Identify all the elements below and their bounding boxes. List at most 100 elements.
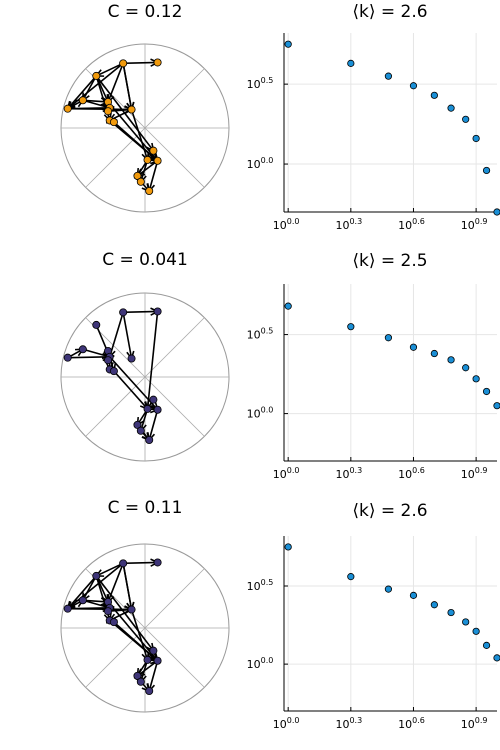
network-title-3: C = 0.11 xyxy=(108,498,183,518)
network-plot-3 xyxy=(60,543,230,713)
nodes xyxy=(63,558,162,696)
network-plot-1 xyxy=(60,43,230,213)
network-edge xyxy=(108,312,124,358)
data-point xyxy=(347,59,355,67)
data-point xyxy=(447,608,455,617)
network-node xyxy=(109,367,118,376)
network-node xyxy=(92,71,101,80)
sector-line xyxy=(144,568,205,629)
network-edge xyxy=(67,75,97,110)
data-point xyxy=(409,591,418,599)
x-tick-label: 100.9 xyxy=(461,716,488,731)
network-edge xyxy=(123,310,158,314)
network-node xyxy=(104,607,113,616)
network-panel-2: C = 0.041 xyxy=(60,250,230,462)
network-edge xyxy=(82,99,109,103)
network-node xyxy=(63,353,72,362)
network-node xyxy=(133,171,142,180)
network-edge xyxy=(95,562,124,577)
network-edge xyxy=(122,63,133,110)
network-node xyxy=(119,59,128,68)
x-tick-label: 100.0 xyxy=(273,217,300,232)
network-node xyxy=(104,107,113,116)
network-edge xyxy=(123,561,158,565)
data-point xyxy=(493,208,500,216)
network-node xyxy=(143,655,152,664)
network-node xyxy=(109,618,118,627)
network-edge xyxy=(82,599,110,609)
network-node xyxy=(127,354,136,363)
degree-plot-2: 100.0 100.3 100.6 100.9 100.5 100.0 xyxy=(247,284,500,481)
data-point xyxy=(430,601,438,609)
x-tick-label: 100.0 xyxy=(273,466,300,481)
network-node xyxy=(78,96,87,105)
x-tick-label: 100.9 xyxy=(461,466,488,481)
network-edge xyxy=(130,609,149,661)
data-point xyxy=(347,573,355,581)
network-edge xyxy=(95,75,155,152)
x-tick-label: 100.6 xyxy=(398,217,425,232)
network-node xyxy=(127,605,136,614)
network-edge xyxy=(148,409,159,441)
degree-panel-1: ⟨k⟩ = 2.6 100.0 100.3 100.6 100.9 100.5 100.0 xyxy=(247,2,500,232)
network-node xyxy=(92,571,101,580)
network-edge xyxy=(95,575,155,652)
network-node xyxy=(109,118,118,127)
data-point xyxy=(462,115,470,123)
y-tick-label: 100.5 xyxy=(247,76,274,91)
nodes xyxy=(63,58,162,195)
degree-title-2: ⟨k⟩ = 2.5 xyxy=(352,251,427,271)
data-point xyxy=(384,334,393,342)
network-edge xyxy=(113,121,159,162)
network-edge xyxy=(107,601,159,662)
sector-line xyxy=(85,376,146,437)
degree-plot-3: 100.0 100.3 100.6 100.9 100.5 100.0 xyxy=(247,536,500,731)
sector-line xyxy=(85,127,146,188)
network-edge xyxy=(95,62,124,77)
network-node xyxy=(153,156,162,165)
data-point xyxy=(472,134,480,143)
degree-panel-3: ⟨k⟩ = 2.6 100.0 100.3 100.6 100.9 100.5 100.0 xyxy=(247,501,500,731)
data-point xyxy=(462,618,470,626)
network-node xyxy=(153,558,162,567)
network-node xyxy=(136,677,145,686)
network-node xyxy=(149,146,158,155)
sector-line xyxy=(144,627,205,688)
network-edge xyxy=(122,312,133,359)
network-edge xyxy=(130,109,149,161)
data-point xyxy=(384,585,393,593)
degree-title-1: ⟨k⟩ = 2.6 xyxy=(352,2,427,22)
data-point xyxy=(384,72,393,80)
network-edge xyxy=(82,575,97,601)
network-node xyxy=(153,307,162,316)
sector-line xyxy=(144,317,205,378)
x-tick-label: 100.0 xyxy=(273,716,300,731)
network-node xyxy=(149,646,158,655)
network-edge xyxy=(146,311,159,410)
network-node xyxy=(78,345,87,354)
network-panel-1: C = 0.12 xyxy=(60,2,230,213)
network-edge xyxy=(148,660,159,692)
network-edge xyxy=(136,160,159,177)
data-point xyxy=(347,323,355,331)
data-point xyxy=(447,356,455,364)
network-node xyxy=(119,559,128,568)
network-node xyxy=(127,105,136,114)
network-edge xyxy=(82,75,97,101)
data-point xyxy=(482,641,491,649)
y-tick-label: 100.0 xyxy=(247,156,274,171)
network-node xyxy=(143,404,152,413)
network-title-1: C = 0.12 xyxy=(108,2,183,22)
network-edge xyxy=(113,370,149,410)
network-node xyxy=(78,596,87,605)
network-node xyxy=(136,426,145,435)
sector-line xyxy=(85,627,146,688)
network-plot-2 xyxy=(60,292,230,462)
data-point xyxy=(430,349,438,358)
x-tick-label: 100.9 xyxy=(461,217,488,232)
network-node xyxy=(63,104,72,113)
sector-line xyxy=(144,68,205,129)
y-tick-label: 100.5 xyxy=(247,327,274,342)
network-edge xyxy=(107,101,159,162)
